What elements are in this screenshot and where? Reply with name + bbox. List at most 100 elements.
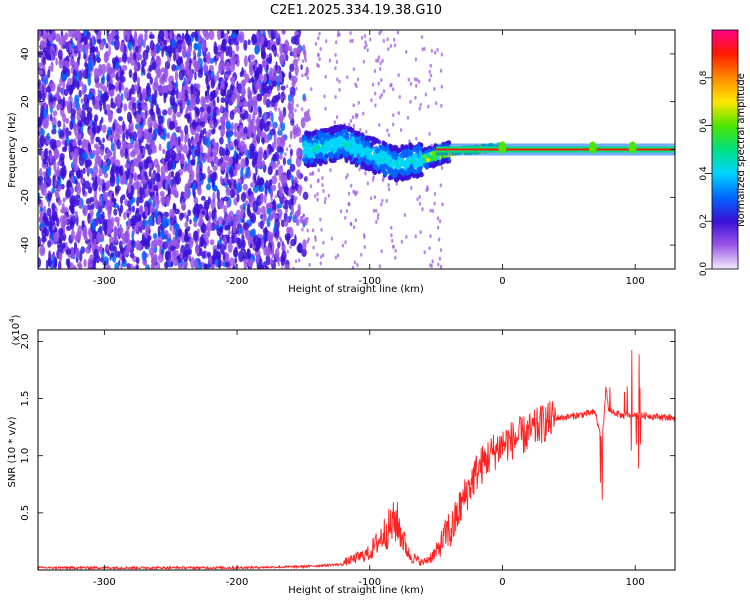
heatmap-cell (350, 136, 355, 142)
heatmap-cell (138, 161, 144, 171)
heatmap-cell (80, 98, 84, 104)
heatmap-cell (240, 167, 244, 179)
heatmap-cell (255, 81, 262, 90)
heatmap-cell (267, 165, 273, 176)
heatmap-cell (172, 257, 179, 267)
heatmap-cell (216, 189, 220, 200)
heatmap-cell (269, 116, 272, 121)
heatmap-cell (263, 151, 268, 161)
heatmap-cell (327, 193, 330, 198)
heatmap-cell (189, 58, 192, 66)
heatmap-cell (397, 173, 402, 179)
heatmap-cell (76, 214, 79, 227)
heatmap-cell (308, 117, 312, 122)
heatmap-cell (415, 173, 420, 179)
heatmap-cell (58, 260, 62, 269)
heatmap-cell (372, 175, 375, 180)
heatmap-cell (68, 130, 72, 136)
heatmap-cell (205, 183, 212, 191)
heatmap-cell (132, 72, 138, 83)
heatmap-cell (213, 156, 219, 165)
heatmap-cell (318, 31, 321, 36)
heatmap-cell (82, 183, 86, 196)
heatmap-cell (163, 229, 169, 236)
heatmap-cell (218, 146, 224, 157)
heatmap-cell (162, 148, 166, 155)
heatmap-cell (283, 183, 286, 188)
heatmap-cell (152, 81, 159, 92)
snr-scale-label: (x104) (8, 314, 22, 345)
heatmap-cell (206, 95, 210, 104)
heatmap-cell (334, 152, 339, 158)
heatmap-cell (381, 198, 384, 203)
heatmap-cell (38, 198, 42, 205)
heatmap-cell (379, 30, 383, 34)
heatmap-cell (278, 116, 281, 120)
heatmap-cell (317, 36, 320, 41)
heatmap-cell (351, 265, 355, 269)
heatmap-cell (82, 69, 89, 80)
heatmap-cell (223, 205, 227, 215)
heatmap-cell (370, 98, 373, 103)
heatmap-cell (228, 130, 233, 138)
heatmap-cell (228, 45, 233, 58)
heatmap-cell (330, 154, 335, 160)
heatmap-cell (146, 72, 152, 80)
heatmap-cell (289, 244, 292, 249)
heatmap-cell (175, 80, 179, 90)
heatmap-cell (278, 153, 283, 160)
heatmap-cell (294, 64, 299, 77)
heatmap-cell (205, 76, 209, 85)
heatmap-cell (237, 238, 242, 249)
heatmap-cell (341, 138, 345, 144)
heatmap-cell (163, 30, 169, 40)
heatmap-cell (355, 115, 358, 120)
heatmap-cell (98, 178, 104, 187)
heatmap-cell (401, 145, 406, 151)
snr-scale-close: ) (11, 314, 22, 318)
heatmap-cell (414, 95, 417, 100)
heatmap-cell (284, 233, 291, 241)
heatmap-cell (138, 220, 143, 228)
heatmap-cell (195, 83, 201, 89)
heatmap-cell (136, 177, 139, 190)
heatmap-cell (289, 148, 293, 157)
carrier-bump (588, 141, 597, 154)
snr-xtick-label: -100 (358, 577, 381, 588)
heatmap-cell (157, 107, 161, 120)
heatmap-cell (66, 258, 71, 269)
heatmap-cell (323, 156, 328, 162)
heatmap-cell (336, 77, 339, 82)
heatmap-cell (356, 77, 360, 82)
heatmap-cell (147, 117, 154, 129)
heatmap-cell (192, 230, 199, 242)
heatmap-cell (416, 169, 421, 175)
heatmap-cell (353, 225, 356, 230)
heatmap-cell (309, 184, 313, 189)
heatmap-cell (65, 188, 71, 198)
heatmap-cell (242, 100, 249, 108)
heatmap-cell (225, 61, 231, 71)
heatmap-cell (386, 128, 389, 133)
heatmap-cell (296, 189, 300, 194)
heatmap-cell (221, 78, 225, 90)
heatmap-cell (436, 225, 440, 230)
heatmap-cell (229, 236, 233, 244)
heatmap-cell (314, 194, 317, 199)
heatmap-cell (70, 247, 75, 259)
heatmap-cell (63, 88, 69, 97)
heatmap-cell (381, 58, 384, 63)
heatmap-cell (76, 107, 83, 116)
heatmap-cell (96, 125, 100, 134)
heatmap-cell (273, 30, 276, 33)
heatmap-cell (349, 39, 352, 44)
heatmap-cell (89, 167, 94, 175)
heatmap-cell (277, 182, 281, 189)
heatmap-cell (276, 203, 283, 209)
heatmap-cell (410, 185, 413, 190)
heatmap-cell (43, 148, 48, 160)
heatmap-cell (310, 152, 314, 158)
heatmap-cell (399, 157, 404, 163)
spectrogram-ytick-label: 20 (20, 95, 31, 108)
heatmap-cell (118, 208, 122, 217)
